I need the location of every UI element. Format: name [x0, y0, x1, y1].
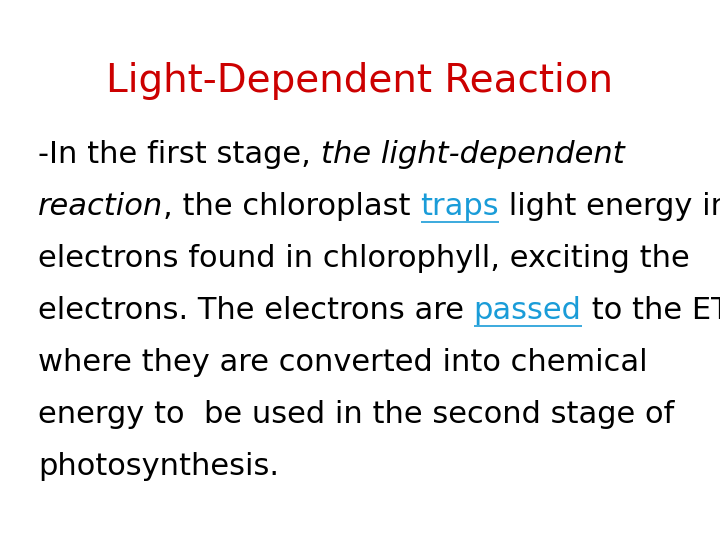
Text: traps: traps — [420, 192, 499, 221]
Text: the light-dependent: the light-dependent — [320, 140, 624, 169]
Text: electrons. The electrons are: electrons. The electrons are — [38, 296, 474, 325]
Text: Light-Dependent Reaction: Light-Dependent Reaction — [107, 62, 613, 100]
Text: light energy in: light energy in — [499, 192, 720, 221]
Text: , the chloroplast: , the chloroplast — [163, 192, 420, 221]
Text: passed: passed — [474, 296, 582, 325]
Text: energy to  be used in the second stage of: energy to be used in the second stage of — [38, 400, 674, 429]
Text: where they are converted into chemical: where they are converted into chemical — [38, 348, 647, 377]
Text: to the ETC,: to the ETC, — [582, 296, 720, 325]
Text: -In the first stage,: -In the first stage, — [38, 140, 320, 169]
Text: photosynthesis.: photosynthesis. — [38, 452, 279, 481]
Text: electrons found in chlorophyll, exciting the: electrons found in chlorophyll, exciting… — [38, 244, 690, 273]
Text: reaction: reaction — [38, 192, 163, 221]
